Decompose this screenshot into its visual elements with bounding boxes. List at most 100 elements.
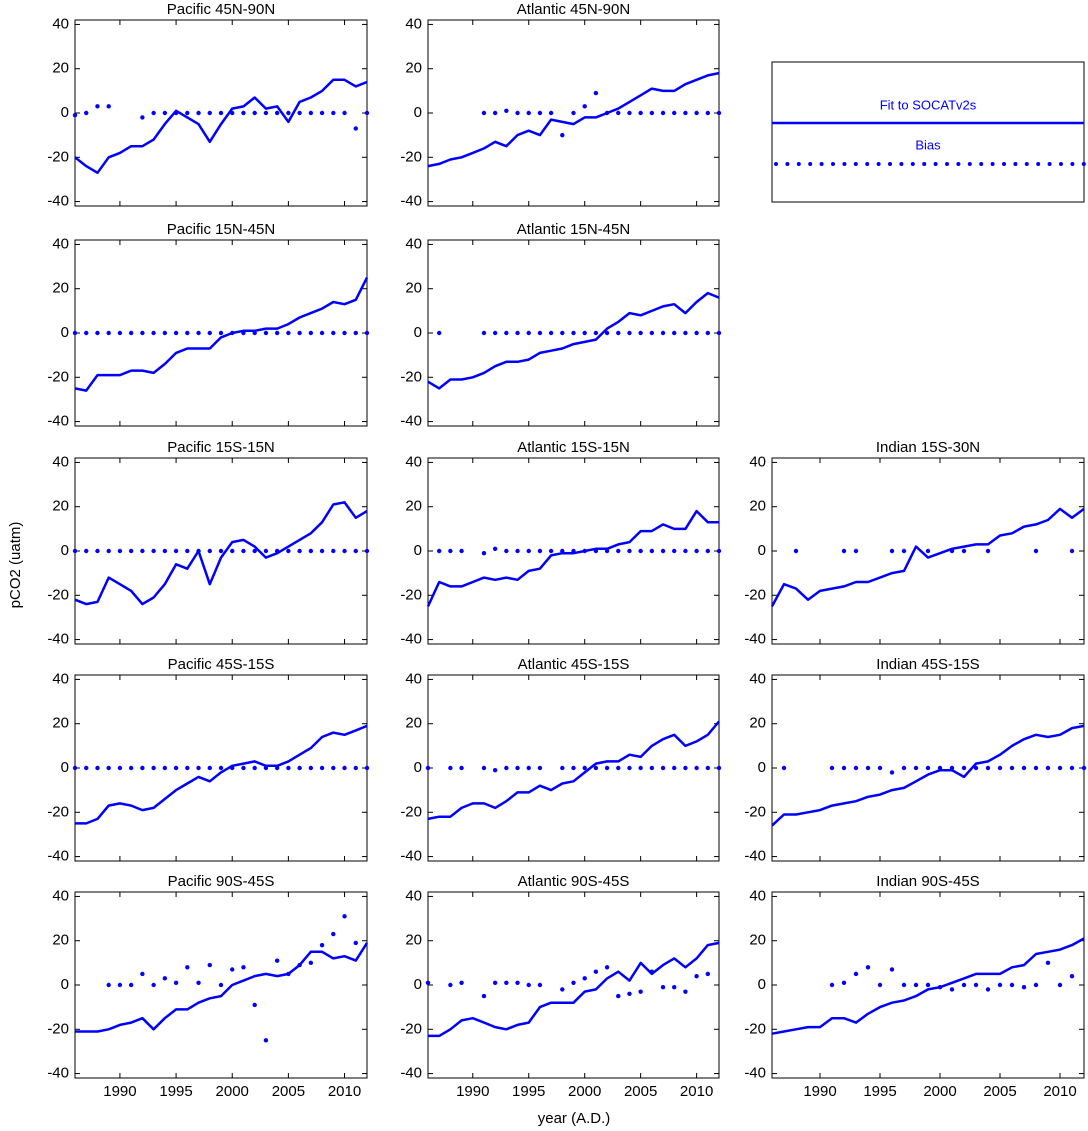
x-tick-label: 2005 — [983, 1083, 1016, 1100]
bias-dot — [961, 982, 967, 988]
y-tick-label: -40 — [47, 1065, 69, 1082]
bias-dot — [638, 765, 643, 771]
y-tick-label: 0 — [414, 976, 422, 993]
bias-dot — [331, 110, 336, 116]
bias-dot — [627, 548, 632, 554]
bias-dot — [151, 110, 156, 116]
y-tick-label: -20 — [744, 586, 766, 603]
bias-dot — [364, 548, 370, 554]
y-tick-label: 20 — [52, 498, 69, 515]
bias-dot — [218, 982, 224, 988]
y-tick-label: 20 — [405, 60, 422, 77]
bias-dot — [582, 976, 587, 981]
bias-dot — [342, 914, 347, 919]
bias-dot — [694, 330, 699, 336]
panel-title: Atlantic 45N-90N — [517, 1, 630, 18]
bias-dot — [173, 110, 179, 116]
bias-dot — [274, 110, 280, 116]
y-tick-label: -20 — [47, 586, 69, 603]
bias-dot — [207, 962, 212, 968]
bias-dot — [241, 110, 246, 116]
bias-dot — [459, 765, 464, 771]
bias-dot — [84, 110, 89, 116]
y-tick-label: 20 — [405, 932, 422, 949]
bias-dot — [185, 110, 190, 116]
bias-dot — [331, 931, 336, 937]
y-tick-label: 40 — [52, 453, 69, 470]
bias-dot — [353, 126, 358, 131]
bias-dot — [117, 982, 123, 988]
bias-dot — [162, 976, 168, 981]
bias-dot — [241, 965, 246, 970]
y-tick-label: -20 — [400, 148, 422, 165]
panel-title: Atlantic 15N-45N — [517, 221, 630, 238]
y-tick-label: -40 — [47, 848, 69, 865]
y-tick-label: 40 — [749, 453, 766, 470]
x-tick-label: 2000 — [216, 1083, 249, 1100]
bias-dot — [683, 989, 688, 994]
bias-dot — [218, 330, 224, 336]
bias-dot — [515, 110, 520, 116]
fit-line — [74, 78, 368, 175]
bias-dot — [331, 548, 336, 554]
bias-dot — [140, 765, 145, 771]
bias-dot — [694, 973, 699, 979]
bias-dot — [263, 548, 269, 554]
bias-dot — [252, 110, 257, 116]
bias-dot — [95, 104, 100, 109]
y-tick-label: 0 — [61, 976, 69, 993]
bias-dot — [537, 765, 543, 771]
x-tick-label: 2010 — [680, 1083, 713, 1100]
panel-title: Atlantic 45S-15S — [518, 656, 630, 673]
bias-dot — [106, 982, 111, 988]
bias-dot — [683, 110, 688, 116]
bias-dot — [925, 982, 931, 988]
bias-dot — [196, 980, 201, 985]
bias-dot — [106, 765, 111, 771]
fit-line — [427, 71, 720, 168]
bias-dot — [117, 330, 123, 336]
y-tick-label: 0 — [61, 324, 69, 341]
y-tick-label: 0 — [414, 542, 422, 559]
bias-dot — [694, 110, 699, 116]
bias-dot — [1057, 765, 1063, 771]
y-tick-label: 40 — [405, 235, 422, 252]
bias-dot — [1081, 765, 1087, 771]
y-tick-label: 20 — [405, 280, 422, 297]
bias-dot — [481, 993, 487, 999]
bias-dot — [660, 110, 666, 116]
fit-line — [771, 724, 1085, 827]
bias-dot — [331, 330, 336, 336]
bias-dot — [694, 548, 699, 554]
bias-dot — [297, 330, 302, 336]
bias-dot — [901, 548, 907, 554]
bias-dot — [660, 985, 666, 990]
bias-dot — [925, 548, 931, 554]
bias-dot — [263, 765, 269, 771]
y-tick-label: -40 — [400, 631, 422, 648]
legend-label: Fit to SOCATv2s — [880, 97, 977, 112]
bias-dot — [308, 960, 314, 966]
bias-dot — [841, 765, 847, 771]
bias-dot — [230, 967, 235, 972]
bias-dot — [526, 548, 531, 554]
bias-dot — [705, 765, 711, 771]
bias-dot — [649, 969, 655, 974]
bias-dot — [297, 765, 302, 771]
bias-dot — [672, 985, 677, 990]
bias-dot — [230, 110, 235, 116]
bias-dot — [95, 765, 100, 771]
bias-dot — [128, 982, 134, 988]
bias-dot — [72, 330, 78, 336]
bias-dot — [1069, 765, 1075, 771]
bias-dot — [173, 980, 179, 985]
bias-dot — [286, 765, 291, 771]
bias-dot — [649, 330, 655, 336]
bias-dot — [705, 110, 711, 116]
bias-dot — [241, 548, 246, 554]
y-tick-label: -40 — [400, 848, 422, 865]
bias-dot — [353, 765, 358, 771]
bias-dot — [627, 765, 632, 771]
y-tick-label: 20 — [52, 932, 69, 949]
bias-dot — [230, 548, 235, 554]
